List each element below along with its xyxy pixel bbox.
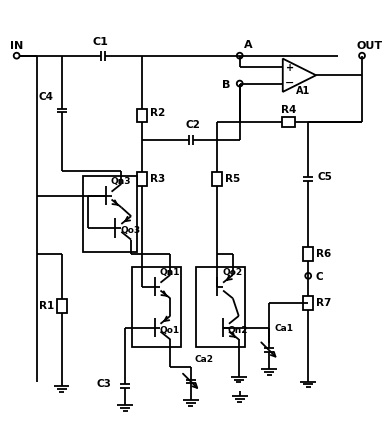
- Text: R2: R2: [150, 108, 165, 119]
- Text: Qo3: Qo3: [120, 226, 141, 235]
- Text: IN: IN: [10, 41, 23, 51]
- Bar: [137, 108, 147, 122]
- Bar: [212, 172, 222, 186]
- Text: Qn2: Qn2: [228, 326, 249, 335]
- Text: Qn1: Qn1: [159, 268, 180, 277]
- Bar: [282, 117, 296, 127]
- Text: Qo1: Qo1: [159, 326, 180, 335]
- Text: B: B: [221, 79, 230, 90]
- Text: Ca2: Ca2: [195, 355, 214, 364]
- Polygon shape: [283, 58, 316, 92]
- Text: A1: A1: [296, 86, 311, 96]
- Bar: [196, 267, 245, 347]
- Bar: [303, 297, 313, 310]
- Text: C1: C1: [93, 37, 109, 47]
- Text: Qn3: Qn3: [111, 178, 131, 186]
- Text: C3: C3: [97, 380, 111, 389]
- Bar: [137, 172, 147, 186]
- Text: C2: C2: [185, 120, 200, 130]
- Bar: [303, 248, 313, 261]
- Text: C5: C5: [318, 172, 333, 182]
- Text: OUT: OUT: [357, 41, 383, 51]
- Text: R4: R4: [281, 104, 296, 115]
- Bar: [57, 299, 67, 313]
- Text: Ca1: Ca1: [275, 324, 294, 333]
- Bar: [83, 176, 137, 252]
- Text: R5: R5: [225, 174, 240, 184]
- Text: +: +: [286, 63, 294, 73]
- Text: Qo2: Qo2: [222, 268, 242, 277]
- Text: A: A: [244, 40, 252, 50]
- Text: R6: R6: [316, 249, 331, 259]
- Text: −: −: [285, 78, 294, 87]
- Text: C4: C4: [38, 92, 54, 102]
- Text: C: C: [315, 272, 323, 282]
- Text: R3: R3: [150, 174, 165, 184]
- Text: R7: R7: [316, 298, 331, 308]
- Text: R1: R1: [39, 301, 54, 311]
- Bar: [132, 267, 181, 347]
